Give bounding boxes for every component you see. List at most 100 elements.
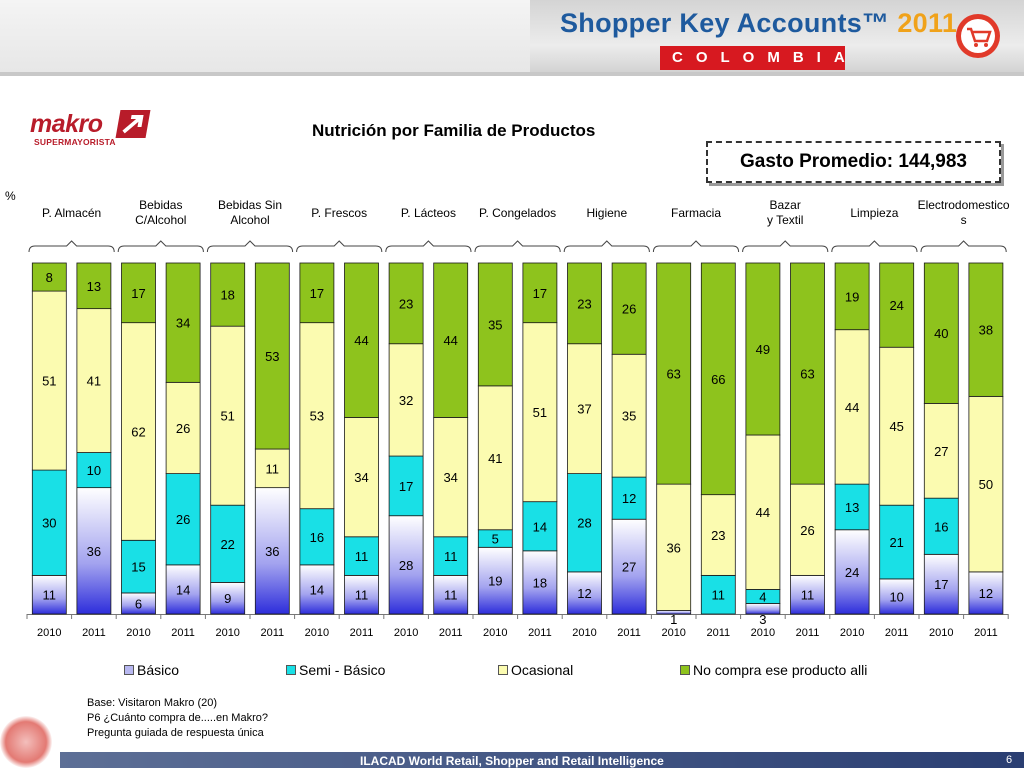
data-label: 44 [756, 505, 770, 520]
chart-title: Nutrición por Familia de Productos [312, 121, 596, 140]
legend-item-no-compra: No compra ese producto alli [680, 662, 867, 678]
data-label: 23 [577, 296, 591, 311]
data-label: 34 [176, 316, 190, 331]
bar-segment [31, 469, 67, 576]
data-label: 22 [220, 537, 234, 552]
legend-item-basico: Básico [124, 662, 179, 678]
bar-segment [968, 395, 1004, 573]
data-label: 12 [979, 586, 993, 601]
data-label: 63 [800, 367, 814, 382]
bar-segment [745, 262, 781, 436]
data-label: 9 [224, 591, 231, 606]
category-brace [652, 240, 740, 253]
data-label: 35 [622, 409, 636, 424]
bar-segment [700, 262, 736, 496]
x-tick-label: 2010 [305, 627, 329, 639]
data-label: 11 [444, 549, 458, 564]
x-tick-label: 2011 [260, 627, 284, 639]
data-label: 17 [533, 286, 547, 301]
bar-segment [121, 539, 156, 594]
bar-segment [879, 346, 915, 506]
data-label: 41 [87, 374, 101, 389]
data-label: 44 [354, 333, 368, 348]
header-title-text: Shopper Key Accounts™ [560, 8, 890, 38]
x-tick-label: 2010 [394, 627, 418, 639]
bar-segment [834, 329, 870, 485]
legend-swatch-no-compra [680, 665, 690, 675]
data-label: 28 [399, 558, 413, 573]
bar-segment [299, 322, 335, 510]
x-tick-label: 2010 [215, 627, 239, 639]
banner-left-panel [0, 0, 530, 76]
footer-text: ILACAD World Retail, Shopper and Retail … [360, 754, 664, 768]
footer-logo [0, 716, 52, 768]
data-label: 12 [577, 586, 591, 601]
bar-segment [477, 546, 513, 615]
footer-bar [60, 752, 1024, 768]
category-brace [28, 240, 115, 253]
bar-segment [344, 574, 379, 615]
category-label: Bazar y Textil [766, 198, 804, 227]
bar-segment [790, 262, 825, 485]
data-label: 12 [622, 491, 636, 506]
x-tick-label: 2011 [617, 627, 641, 639]
bar-segment [522, 322, 558, 503]
x-tick-label: 2011 [82, 627, 106, 639]
bar-segment [31, 262, 67, 292]
data-label: 17 [131, 286, 145, 301]
bar-segment [522, 501, 558, 552]
bar-segment [656, 483, 692, 611]
x-tick-label: 2010 [929, 627, 953, 639]
data-label: 49 [756, 342, 770, 357]
data-label: 17 [399, 479, 413, 494]
bar-segment [567, 262, 602, 345]
data-label: 26 [176, 421, 190, 436]
bar-segment [165, 473, 201, 566]
category-brace [206, 240, 294, 253]
legend-label-basico: Básico [137, 662, 180, 678]
bar-segment [968, 262, 1004, 397]
x-tick-label: 2010 [572, 627, 596, 639]
data-label: 11 [43, 588, 57, 603]
data-label: 17 [934, 577, 948, 592]
data-label: 18 [220, 288, 234, 303]
data-label: 11 [355, 549, 369, 564]
data-label: 36 [666, 540, 680, 555]
bar-segment [834, 529, 870, 615]
data-label: 30 [42, 516, 56, 531]
bar-segment [210, 325, 246, 506]
bar-segment [433, 536, 469, 576]
x-tick-label: 2011 [439, 627, 463, 639]
category-label: Electrodomestico s [917, 198, 1010, 227]
bar-segment [611, 262, 647, 355]
footnote-note: Pregunta guiada de respuesta única [87, 727, 264, 739]
data-label: 19 [488, 574, 502, 589]
x-tick-label: 2011 [706, 627, 730, 639]
bar-segment [923, 553, 959, 615]
data-label: 14 [310, 582, 324, 597]
data-label: 4 [759, 589, 766, 604]
data-label: 51 [220, 409, 234, 424]
bar-segment [121, 262, 156, 324]
data-label: 53 [265, 349, 279, 364]
data-label: 66 [711, 372, 725, 387]
category-label: Farmacia [670, 206, 722, 220]
category-brace [920, 240, 1007, 253]
category-brace [117, 240, 204, 253]
bar-segment [344, 417, 379, 538]
data-label: 32 [399, 393, 413, 408]
data-label: 23 [399, 296, 413, 311]
data-label: 14 [176, 582, 190, 597]
footnote-question: P6 ¿Cuánto compra de.....en Makro? [87, 712, 268, 724]
bar-segment [923, 262, 959, 404]
legend-swatch-ocasional [498, 665, 508, 675]
data-label: 45 [889, 419, 903, 434]
shopper-key-accounts-title: Shopper Key Accounts™ 2011 [560, 8, 957, 39]
bar-segment [611, 476, 647, 520]
bar-segment [790, 483, 825, 576]
category-label: P. Almacén [42, 206, 102, 220]
x-tick-label: 2010 [751, 627, 775, 639]
legend-swatch-semi-basico [286, 665, 296, 675]
bar-segment [76, 452, 112, 489]
shopping-cart-icon [956, 14, 1000, 58]
